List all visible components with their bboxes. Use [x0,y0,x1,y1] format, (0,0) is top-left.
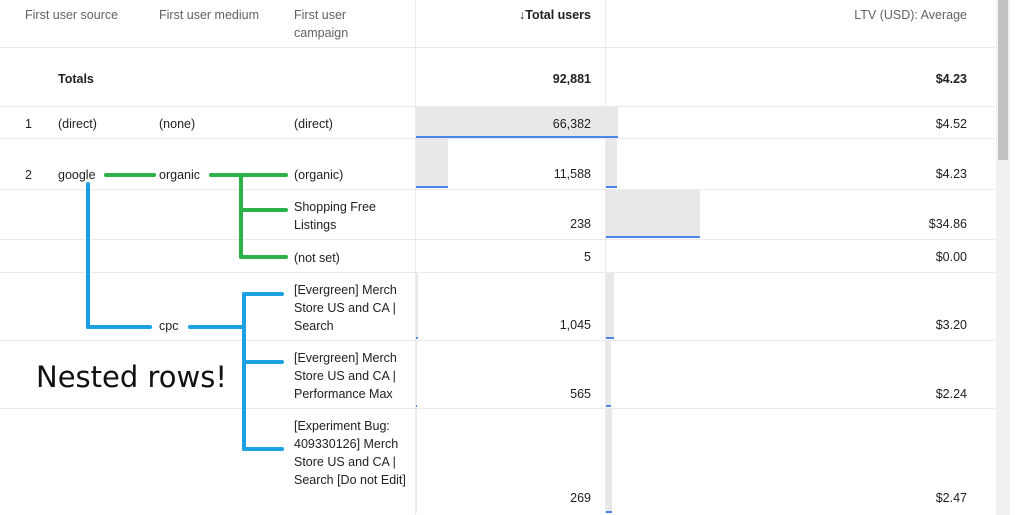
ltv-bar-line [606,405,611,407]
ltv-bar [606,107,617,137]
row-ltv: $3.20 [935,318,967,332]
row-index: 1 [25,117,32,131]
row-total-users: 11,588 [553,167,591,181]
table-row: [Evergreen] Merch Store US and CA | Perf… [0,341,995,409]
users-bar-line [416,136,618,138]
row-ltv: $4.23 [935,167,967,181]
row-source[interactable]: google [58,168,96,182]
users-bar [416,409,417,513]
row-ltv: $2.47 [935,491,967,505]
row-medium[interactable]: cpc [159,319,179,333]
table-row: 1 (direct) (none) (direct) 66,382 $4.52 [0,107,995,139]
row-total-users: 565 [570,387,591,401]
table-row: Shopping Free Listings 238 $34.86 [0,190,995,240]
row-medium[interactable]: organic [159,168,200,182]
row-ltv: $34.86 [928,217,967,231]
header-ltv-average[interactable]: LTV (USD): Average [854,8,967,22]
row-source[interactable]: (direct) [58,117,97,131]
column-divider [415,0,416,515]
ltv-bar [606,139,617,188]
header-row: First user source First user medium Firs… [0,0,995,48]
row-campaign[interactable]: Shopping Free Listings [294,200,377,232]
totals-total-users: 92,881 [552,72,591,86]
ltv-bar-line [606,136,617,138]
table-row: [Experiment Bug: 409330126] Merch Store … [0,409,995,515]
header-first-user-medium[interactable]: First user medium [159,8,260,22]
users-bar-line [416,186,448,188]
totals-row: Totals 92,881 $4.23 [0,48,995,107]
row-index: 2 [25,168,32,182]
row-ltv: $0.00 [935,250,967,264]
row-total-users: 5 [584,250,591,264]
header-first-user-source[interactable]: First user source [25,8,119,22]
row-campaign[interactable]: (not set) [294,251,340,265]
row-campaign[interactable]: [Evergreen] Merch Store US and CA | Perf… [294,351,397,401]
header-total-users-label: Total users [525,8,591,22]
ltv-bar-line [606,236,700,238]
row-campaign[interactable]: (organic) [294,168,344,182]
column-divider [605,0,606,515]
row-total-users: 269 [570,491,591,505]
row-ltv: $4.52 [935,117,967,131]
users-bar-line [416,405,417,407]
ltv-bar-line [606,337,614,339]
ltv-bar [606,409,612,513]
row-campaign[interactable]: [Experiment Bug: 409330126] Merch Store … [294,419,406,487]
users-bar-line [416,337,418,339]
report-table: First user source First user medium Firs… [0,0,995,515]
ltv-bar-line [606,186,617,188]
table-row: (not set) 5 $0.00 [0,240,995,273]
table-row: cpc [Evergreen] Merch Store US and CA | … [0,273,995,341]
users-bar [416,139,448,188]
ltv-bar-line [606,511,612,513]
nested-rows-annotation-text: Nested rows! [36,360,227,394]
users-bar [416,107,618,137]
row-medium[interactable]: (none) [159,117,196,131]
vertical-scrollbar-thumb[interactable] [998,0,1008,160]
users-bar [416,341,417,407]
arrow-down-icon: ↓ [518,8,526,22]
row-total-users: 66,382 [552,117,591,131]
table-row: 2 google organic (organic) 11,588 $4.23 [0,139,995,190]
row-campaign[interactable]: (direct) [294,117,333,131]
totals-ltv: $4.23 [935,72,967,86]
header-first-user-campaign[interactable]: First user campaign [294,8,349,40]
users-bar [416,273,418,339]
ltv-bar [606,190,700,238]
ltv-bar [606,273,614,339]
totals-label: Totals [58,72,94,86]
header-total-users[interactable]: ↓Total users [430,6,591,24]
row-campaign[interactable]: [Evergreen] Merch Store US and CA | Sear… [294,283,397,333]
row-ltv: $2.24 [935,387,967,401]
row-total-users: 1,045 [559,318,591,332]
row-total-users: 238 [570,217,591,231]
ltv-bar [606,341,611,407]
